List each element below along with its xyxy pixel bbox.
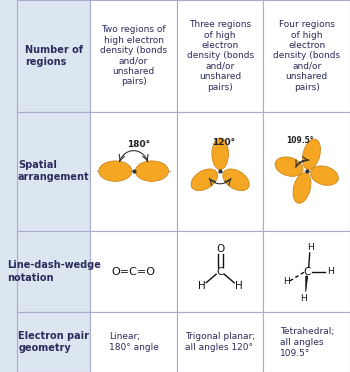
Ellipse shape [293,173,311,203]
Bar [17,231,90,312]
Bar [177,0,264,112]
Bar [90,231,177,312]
Bar [17,312,90,372]
Ellipse shape [302,139,321,170]
Text: Four regions
of high
electron
density (bonds
and/or
unshared
pairs): Four regions of high electron density (b… [273,20,340,92]
Text: H: H [198,282,206,291]
Ellipse shape [223,169,249,191]
Bar [17,112,90,231]
Bar [264,112,350,231]
Text: Trigonal planar;
all angles 120°: Trigonal planar; all angles 120° [185,332,255,352]
Ellipse shape [310,166,338,185]
Bar [264,0,350,112]
Text: Number of
regions: Number of regions [25,45,83,67]
Text: H: H [284,278,290,286]
Text: Line-dash-wedge
notation: Line-dash-wedge notation [7,260,101,283]
Bar [90,112,177,231]
Text: H: H [300,294,307,303]
Bar [177,231,264,312]
Text: 120°: 120° [212,138,235,147]
Text: H: H [307,243,314,252]
Text: Linear;
180° angle: Linear; 180° angle [109,332,159,352]
Text: O: O [216,244,224,254]
Text: C: C [303,267,310,276]
Bar [264,312,350,372]
Bar [177,312,264,372]
Text: O=C=O: O=C=O [112,267,156,276]
Text: H: H [327,267,334,276]
Ellipse shape [99,161,132,182]
Ellipse shape [212,138,229,170]
Text: C: C [217,267,224,276]
Text: 180°: 180° [127,140,150,149]
Bar [17,0,90,112]
Text: Tetrahedral;
all angles
109.5°: Tetrahedral; all angles 109.5° [280,327,334,358]
Bar [264,231,350,312]
Polygon shape [306,276,308,292]
Ellipse shape [275,157,303,176]
Text: Spatial
arrangement: Spatial arrangement [18,160,90,182]
Bar [90,0,177,112]
Ellipse shape [135,161,169,182]
Ellipse shape [191,169,218,191]
Text: Three regions
of high
electron
density (bonds
and/or
unshared
pairs): Three regions of high electron density (… [187,20,254,92]
Bar [90,312,177,372]
Text: 109.5°: 109.5° [286,136,314,145]
Text: Electron pair
geometry: Electron pair geometry [18,331,89,353]
Text: H: H [234,282,242,291]
Text: Two regions of
high electron
density (bonds
and/or
unshared
pairs): Two regions of high electron density (bo… [100,25,167,86]
Bar [177,112,264,231]
